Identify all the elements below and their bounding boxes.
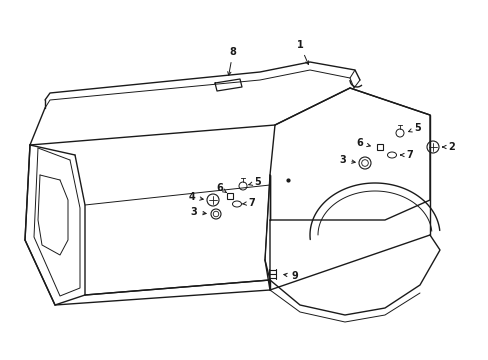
Text: 6: 6 bbox=[216, 183, 226, 193]
Text: 5: 5 bbox=[248, 177, 261, 187]
Text: 8: 8 bbox=[227, 47, 236, 75]
Text: 4: 4 bbox=[188, 192, 203, 202]
Text: 5: 5 bbox=[408, 123, 421, 133]
Text: 3: 3 bbox=[190, 207, 206, 217]
Text: 7: 7 bbox=[400, 150, 412, 160]
Text: 1: 1 bbox=[296, 40, 308, 64]
Text: 6: 6 bbox=[356, 138, 369, 148]
Text: 7: 7 bbox=[243, 198, 255, 208]
Bar bbox=[226, 193, 232, 199]
Text: 2: 2 bbox=[442, 142, 454, 152]
Text: 3: 3 bbox=[339, 155, 354, 165]
Bar bbox=[376, 144, 382, 150]
Text: 9: 9 bbox=[283, 271, 298, 281]
